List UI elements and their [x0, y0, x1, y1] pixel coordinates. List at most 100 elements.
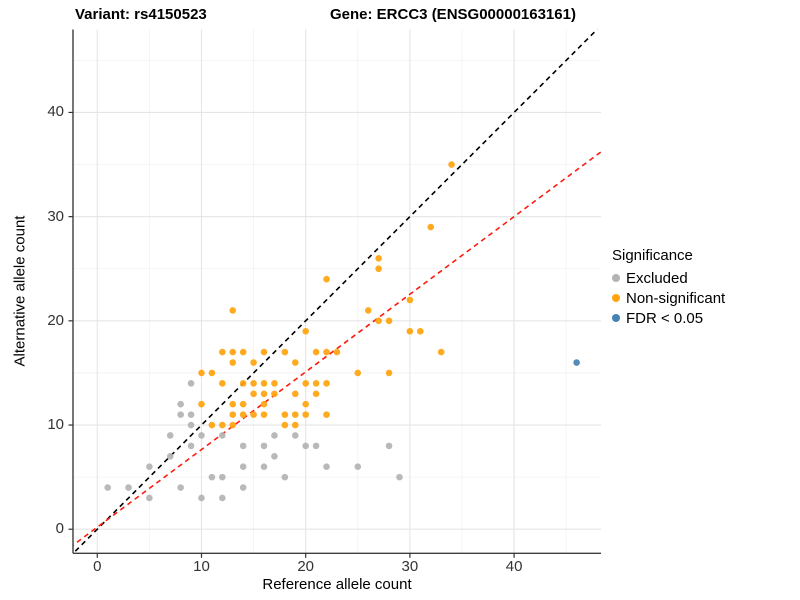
- data-point-non-significant: [198, 400, 205, 408]
- data-point-excluded: [208, 473, 216, 481]
- data-point-excluded: [396, 473, 403, 481]
- y-axis-title: Alternative allele count: [11, 215, 29, 367]
- data-point-non-significant: [375, 265, 382, 273]
- data-point-excluded: [187, 380, 195, 387]
- legend-label-fdr: FDR < 0.05: [626, 309, 704, 327]
- x-tick-label: 10: [193, 558, 210, 575]
- data-point-non-significant: [385, 317, 393, 325]
- data-point-non-significant: [239, 348, 247, 356]
- data-point-non-significant: [250, 380, 257, 387]
- data-point-fdr-0-05: [573, 359, 580, 366]
- legend-item-fdr: FDR < 0.05: [612, 308, 725, 328]
- data-point-non-significant: [219, 380, 226, 387]
- data-point-non-significant: [239, 400, 247, 408]
- y-tick-label: 10: [47, 416, 64, 434]
- data-point-non-significant: [312, 380, 320, 387]
- data-point-non-significant: [239, 411, 247, 418]
- data-point-excluded: [177, 400, 184, 408]
- data-point-non-significant: [229, 348, 237, 356]
- data-point-non-significant: [229, 400, 237, 408]
- fit-line: [73, 150, 601, 547]
- data-point-non-significant: [417, 327, 424, 335]
- data-point-excluded: [239, 484, 247, 491]
- data-point-non-significant: [198, 369, 205, 377]
- data-point-non-significant: [219, 421, 226, 429]
- y-tick-label: 30: [47, 207, 64, 225]
- data-point-non-significant: [239, 380, 247, 387]
- identity-line: [73, 29, 599, 554]
- non-significant-dot-icon: [612, 294, 620, 302]
- data-point-non-significant: [437, 348, 445, 356]
- data-point-excluded: [260, 463, 268, 471]
- legend-item-non-significant: Non-significant: [612, 288, 725, 308]
- data-point-non-significant: [406, 327, 414, 335]
- data-point-non-significant: [291, 411, 299, 418]
- data-point-non-significant: [250, 359, 257, 366]
- data-point-excluded: [239, 442, 247, 450]
- data-point-excluded: [177, 411, 184, 418]
- data-point-excluded: [281, 473, 289, 481]
- legend-title: Significance: [612, 247, 693, 264]
- legend-label-non-significant: Non-significant: [626, 289, 726, 307]
- data-point-excluded: [187, 442, 195, 450]
- data-point-excluded: [323, 463, 330, 471]
- y-tick-label: 20: [47, 311, 64, 329]
- data-point-non-significant: [229, 307, 237, 314]
- data-point-non-significant: [260, 400, 268, 408]
- data-point-non-significant: [333, 348, 341, 356]
- data-point-excluded: [385, 442, 393, 450]
- data-point-non-significant: [312, 390, 320, 398]
- legend-item-excluded: Excluded: [612, 268, 725, 288]
- data-point-excluded: [312, 442, 320, 450]
- fdr-dot-icon: [612, 314, 620, 322]
- x-tick-label: 20: [297, 558, 315, 575]
- data-point-excluded: [354, 463, 362, 471]
- data-point-excluded: [146, 463, 153, 471]
- data-point-non-significant: [281, 411, 289, 418]
- data-point-non-significant: [406, 296, 414, 304]
- legend: Significance Excluded Non-significant FD…: [612, 247, 725, 328]
- data-point-non-significant: [291, 359, 299, 366]
- data-point-excluded: [187, 411, 195, 418]
- y-tick-label: 0: [55, 520, 64, 538]
- data-point-excluded: [104, 484, 111, 491]
- data-point-non-significant: [260, 390, 268, 398]
- data-point-non-significant: [229, 411, 237, 418]
- data-point-excluded: [177, 484, 184, 491]
- x-tick-label: 0: [93, 558, 102, 575]
- data-point-excluded: [187, 421, 195, 429]
- data-point-non-significant: [250, 390, 257, 398]
- data-point-non-significant: [302, 400, 309, 408]
- data-point-non-significant: [302, 380, 309, 387]
- data-point-excluded: [146, 494, 153, 502]
- x-axis-title: Reference allele count: [262, 576, 412, 593]
- data-point-non-significant: [260, 348, 268, 356]
- data-point-non-significant: [271, 390, 278, 398]
- data-point-excluded: [271, 452, 278, 460]
- data-point-non-significant: [271, 380, 278, 387]
- data-point-excluded: [219, 473, 226, 481]
- data-point-non-significant: [312, 348, 320, 356]
- y-tick-label: 40: [47, 103, 64, 121]
- data-point-excluded: [198, 494, 205, 502]
- data-point-non-significant: [323, 380, 330, 387]
- data-point-non-significant: [208, 369, 216, 377]
- data-point-non-significant: [281, 348, 289, 356]
- data-point-non-significant: [323, 275, 330, 283]
- data-point-non-significant: [260, 411, 268, 418]
- plot-title-variant: Variant: rs4150523: [75, 6, 207, 23]
- data-point-excluded: [219, 494, 226, 502]
- data-point-excluded: [198, 432, 205, 439]
- data-point-non-significant: [302, 327, 309, 335]
- data-point-non-significant: [302, 411, 309, 418]
- data-point-non-significant: [323, 348, 330, 356]
- x-tick-label: 30: [401, 558, 419, 575]
- data-point-excluded: [260, 442, 268, 450]
- plot-title-gene: Gene: ERCC3 (ENSG00000163161): [330, 6, 576, 23]
- data-point-excluded: [271, 432, 278, 439]
- data-point-non-significant: [260, 380, 268, 387]
- data-point-non-significant: [250, 411, 257, 418]
- data-point-non-significant: [281, 421, 289, 429]
